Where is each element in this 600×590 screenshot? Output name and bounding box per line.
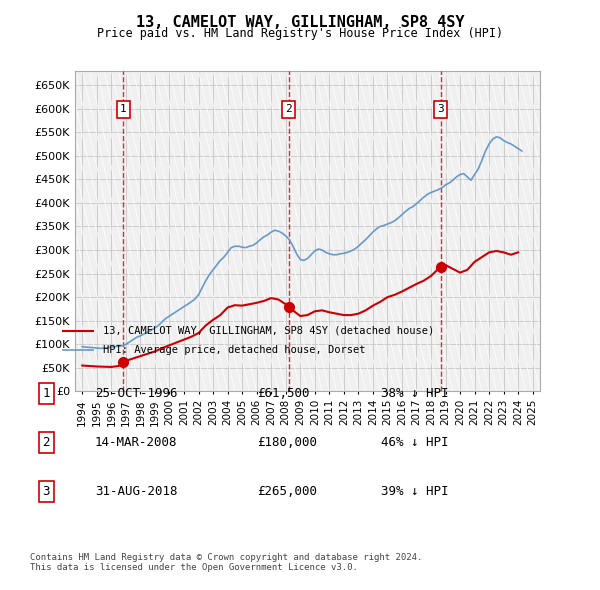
Text: 13, CAMELOT WAY, GILLINGHAM, SP8 4SY (detached house): 13, CAMELOT WAY, GILLINGHAM, SP8 4SY (de… (103, 326, 434, 336)
Text: £180,000: £180,000 (257, 436, 317, 449)
Text: Contains HM Land Registry data © Crown copyright and database right 2024.
This d: Contains HM Land Registry data © Crown c… (30, 553, 422, 572)
Text: 2: 2 (43, 436, 50, 449)
Text: 3: 3 (437, 104, 444, 114)
Text: Price paid vs. HM Land Registry's House Price Index (HPI): Price paid vs. HM Land Registry's House … (97, 27, 503, 40)
Text: 14-MAR-2008: 14-MAR-2008 (95, 436, 178, 449)
Text: £61,500: £61,500 (257, 387, 310, 400)
Text: 31-AUG-2018: 31-AUG-2018 (95, 485, 178, 498)
Text: 3: 3 (43, 485, 50, 498)
Text: 39% ↓ HPI: 39% ↓ HPI (381, 485, 449, 498)
Text: 25-OCT-1996: 25-OCT-1996 (95, 387, 178, 400)
Text: 46% ↓ HPI: 46% ↓ HPI (381, 436, 449, 449)
Text: 2: 2 (286, 104, 292, 114)
Text: £265,000: £265,000 (257, 485, 317, 498)
Text: 38% ↓ HPI: 38% ↓ HPI (381, 387, 449, 400)
Text: HPI: Average price, detached house, Dorset: HPI: Average price, detached house, Dors… (103, 346, 366, 355)
Text: 1: 1 (43, 387, 50, 400)
Text: 1: 1 (120, 104, 127, 114)
Text: 13, CAMELOT WAY, GILLINGHAM, SP8 4SY: 13, CAMELOT WAY, GILLINGHAM, SP8 4SY (136, 15, 464, 30)
